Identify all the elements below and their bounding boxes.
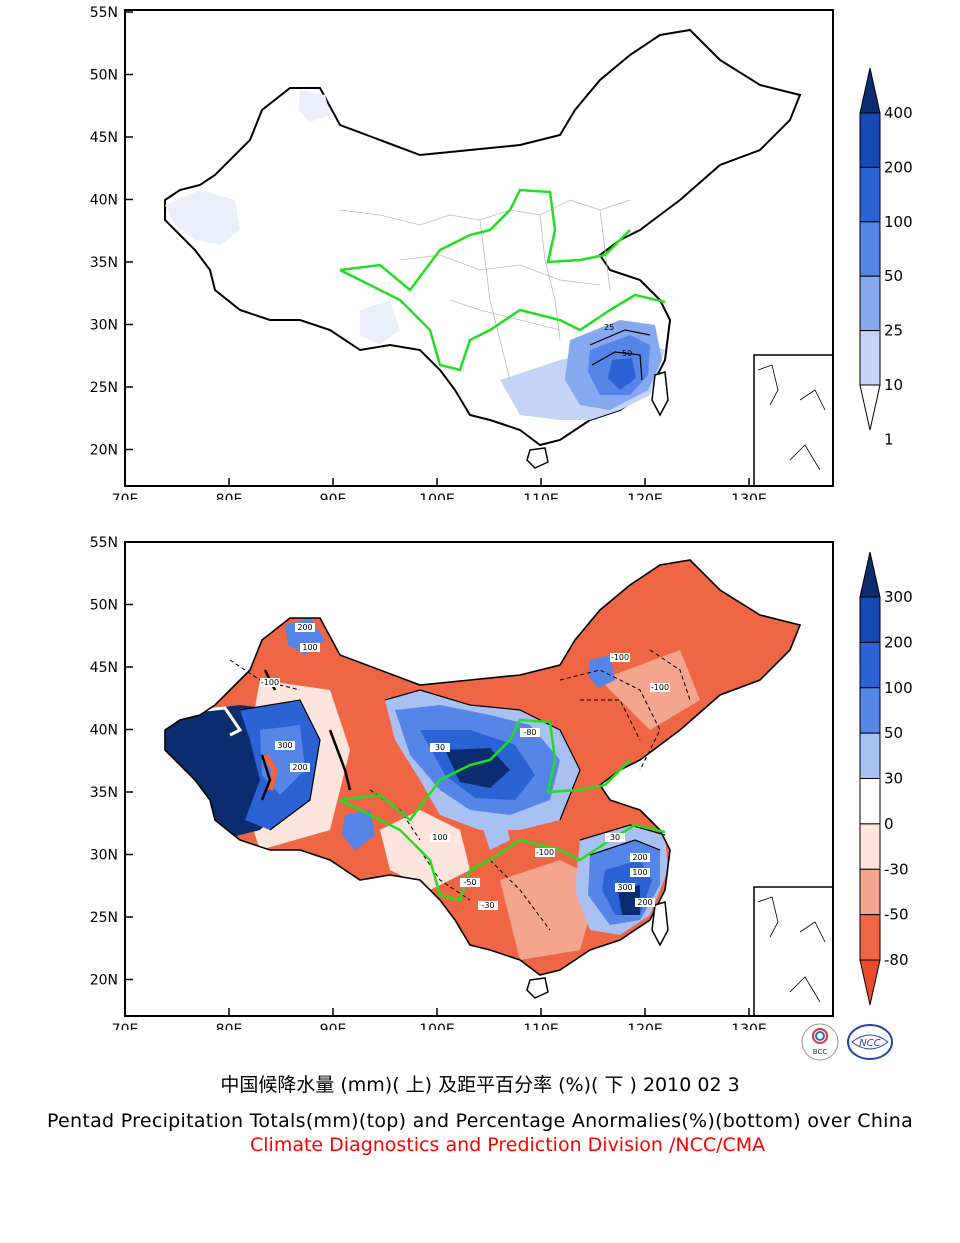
contour-label: -100 <box>611 653 629 662</box>
contour-label: 200 <box>637 898 652 907</box>
contour-label: -100 <box>651 683 669 692</box>
svg-text:NCC: NCC <box>859 1038 880 1049</box>
colorbar-segment <box>859 778 881 825</box>
contour-label: -100 <box>261 678 279 687</box>
lon-tick-label: 80E <box>216 1022 243 1030</box>
lat-tick-label: 30N <box>90 318 118 334</box>
contour-label: 200 <box>297 623 312 632</box>
lon-tick-label: 120E <box>627 492 663 500</box>
precipitation-totals-map: 25 50 55N 50N 45N 40N 35N 30N 25N 20N 70E 80E 90E <box>0 0 960 508</box>
yangtze-river <box>339 268 666 372</box>
colorbar-label: -30 <box>884 860 909 878</box>
lat-tick-label: 55N <box>90 5 118 21</box>
lat-tick-label: 50N <box>90 68 118 84</box>
chinese-caption: 中国候降水量 (mm)( 上) 及距平百分率 (%)( 下 ) 2010 02 … <box>220 1074 740 1096</box>
lon-tick-label: 80E <box>216 492 243 500</box>
colorbar-label: 400 <box>884 104 913 122</box>
ncc-logo <box>847 1024 893 1060</box>
contour-label: 30 <box>435 743 445 752</box>
lon-tick-label: 110E <box>523 1022 559 1030</box>
agency-logos: BCC NCC <box>800 1020 900 1065</box>
lat-tick-label: 40N <box>90 193 118 209</box>
colorbar-segment <box>859 868 881 916</box>
contour-label: 30 <box>610 833 620 842</box>
colorbar-label: -80 <box>884 951 909 969</box>
colorbar-label: 25 <box>884 322 903 340</box>
lat-tick-label: 20N <box>90 973 118 989</box>
lat-tick-label: 55N <box>90 535 118 551</box>
contour-labels: 200 100 -100 300 200 100 -50 -30 -80 -100 -100 200 1… <box>260 623 670 910</box>
colorbar-label: 10 <box>884 376 903 394</box>
colorbar-segment <box>859 823 881 870</box>
colorbar-label: 100 <box>884 213 913 231</box>
contour-label: 200 <box>632 853 647 862</box>
contour-label: 50 <box>622 349 632 358</box>
lon-tick-label: 100E <box>419 492 455 500</box>
colorbar-segment <box>859 330 881 386</box>
colorbar-segment <box>859 112 881 168</box>
contour-label: -30 <box>481 901 494 910</box>
contour-label: 300 <box>617 883 632 892</box>
credit-caption: Climate Diagnostics and Prediction Divis… <box>250 1134 766 1156</box>
colorbar-label: 200 <box>884 633 913 651</box>
colorbar-label: -50 <box>884 906 909 924</box>
lat-tick-label: 45N <box>90 130 118 146</box>
contour-label: 300 <box>277 741 292 750</box>
colorbar-segment <box>859 221 881 277</box>
lon-tick-label: 110E <box>523 492 559 500</box>
lat-tick-label: 25N <box>90 380 118 396</box>
precipitation-colorbar: 400 200 100 50 25 10 1 <box>859 67 913 448</box>
lon-tick-label: 90E <box>320 1022 347 1030</box>
lon-tick-label: 100E <box>419 1022 455 1030</box>
colorbar-label: 50 <box>884 267 903 285</box>
colorbar-label: 300 <box>884 588 913 606</box>
lat-tick-label: 50N <box>90 598 118 614</box>
colorbar-segment <box>859 166 881 223</box>
contour-label: 100 <box>302 643 317 652</box>
colorbar-segment <box>859 732 881 779</box>
contour-label: 200 <box>292 763 307 772</box>
precipitation-anomaly-map: 200 100 -100 300 200 100 -50 -30 -80 -100 -100 200 1… <box>0 530 960 1038</box>
svg-text:BCC: BCC <box>813 1048 828 1056</box>
colorbar-segment <box>859 67 881 114</box>
contour-label: -100 <box>536 848 554 857</box>
lon-tick-label: 130E <box>731 1022 767 1030</box>
colorbar-label: 100 <box>884 679 913 697</box>
colorbar-label: 0 <box>884 815 894 833</box>
lat-tick-label: 35N <box>90 785 118 801</box>
colorbar-segment <box>859 551 881 598</box>
lon-tick-label: 90E <box>320 492 347 500</box>
latitude-axis: 55N 50N 45N 40N 35N 30N 25N 20N <box>90 535 133 989</box>
lat-tick-label: 45N <box>90 660 118 676</box>
colorbar-segment <box>859 275 881 332</box>
lat-tick-label: 25N <box>90 910 118 926</box>
colorbar-segment <box>859 384 881 431</box>
colorbar-segment <box>859 596 881 643</box>
colorbar-segment <box>859 641 881 689</box>
yellow-river <box>339 188 631 292</box>
lon-tick-label: 70E <box>112 492 139 500</box>
lat-tick-label: 35N <box>90 255 118 271</box>
contour-label: 100 <box>632 868 647 877</box>
contour-label: 25 <box>604 323 614 332</box>
colorbar-label: 1 <box>884 430 894 448</box>
english-caption: Pentad Precipitation Totals(mm)(top) and… <box>46 1110 914 1132</box>
colorbar-label: 30 <box>884 770 903 788</box>
contour-label: -80 <box>523 728 536 737</box>
contour-label: -50 <box>463 878 476 887</box>
colorbar-segment <box>859 959 881 1006</box>
lat-tick-label: 20N <box>90 443 118 459</box>
lon-tick-label: 70E <box>112 1022 139 1030</box>
contour-label: 100 <box>432 833 447 842</box>
lat-tick-label: 40N <box>90 723 118 739</box>
colorbar-label: 50 <box>884 724 903 742</box>
latitude-axis: 55N 50N 45N 40N 35N 30N 25N 20N <box>90 5 133 459</box>
lon-tick-label: 120E <box>627 1022 663 1030</box>
colorbar-label: 200 <box>884 158 913 176</box>
colorbar-segment <box>859 914 881 961</box>
lat-tick-label: 30N <box>90 848 118 864</box>
lon-tick-label: 130E <box>731 492 767 500</box>
colorbar-segment <box>859 687 881 734</box>
